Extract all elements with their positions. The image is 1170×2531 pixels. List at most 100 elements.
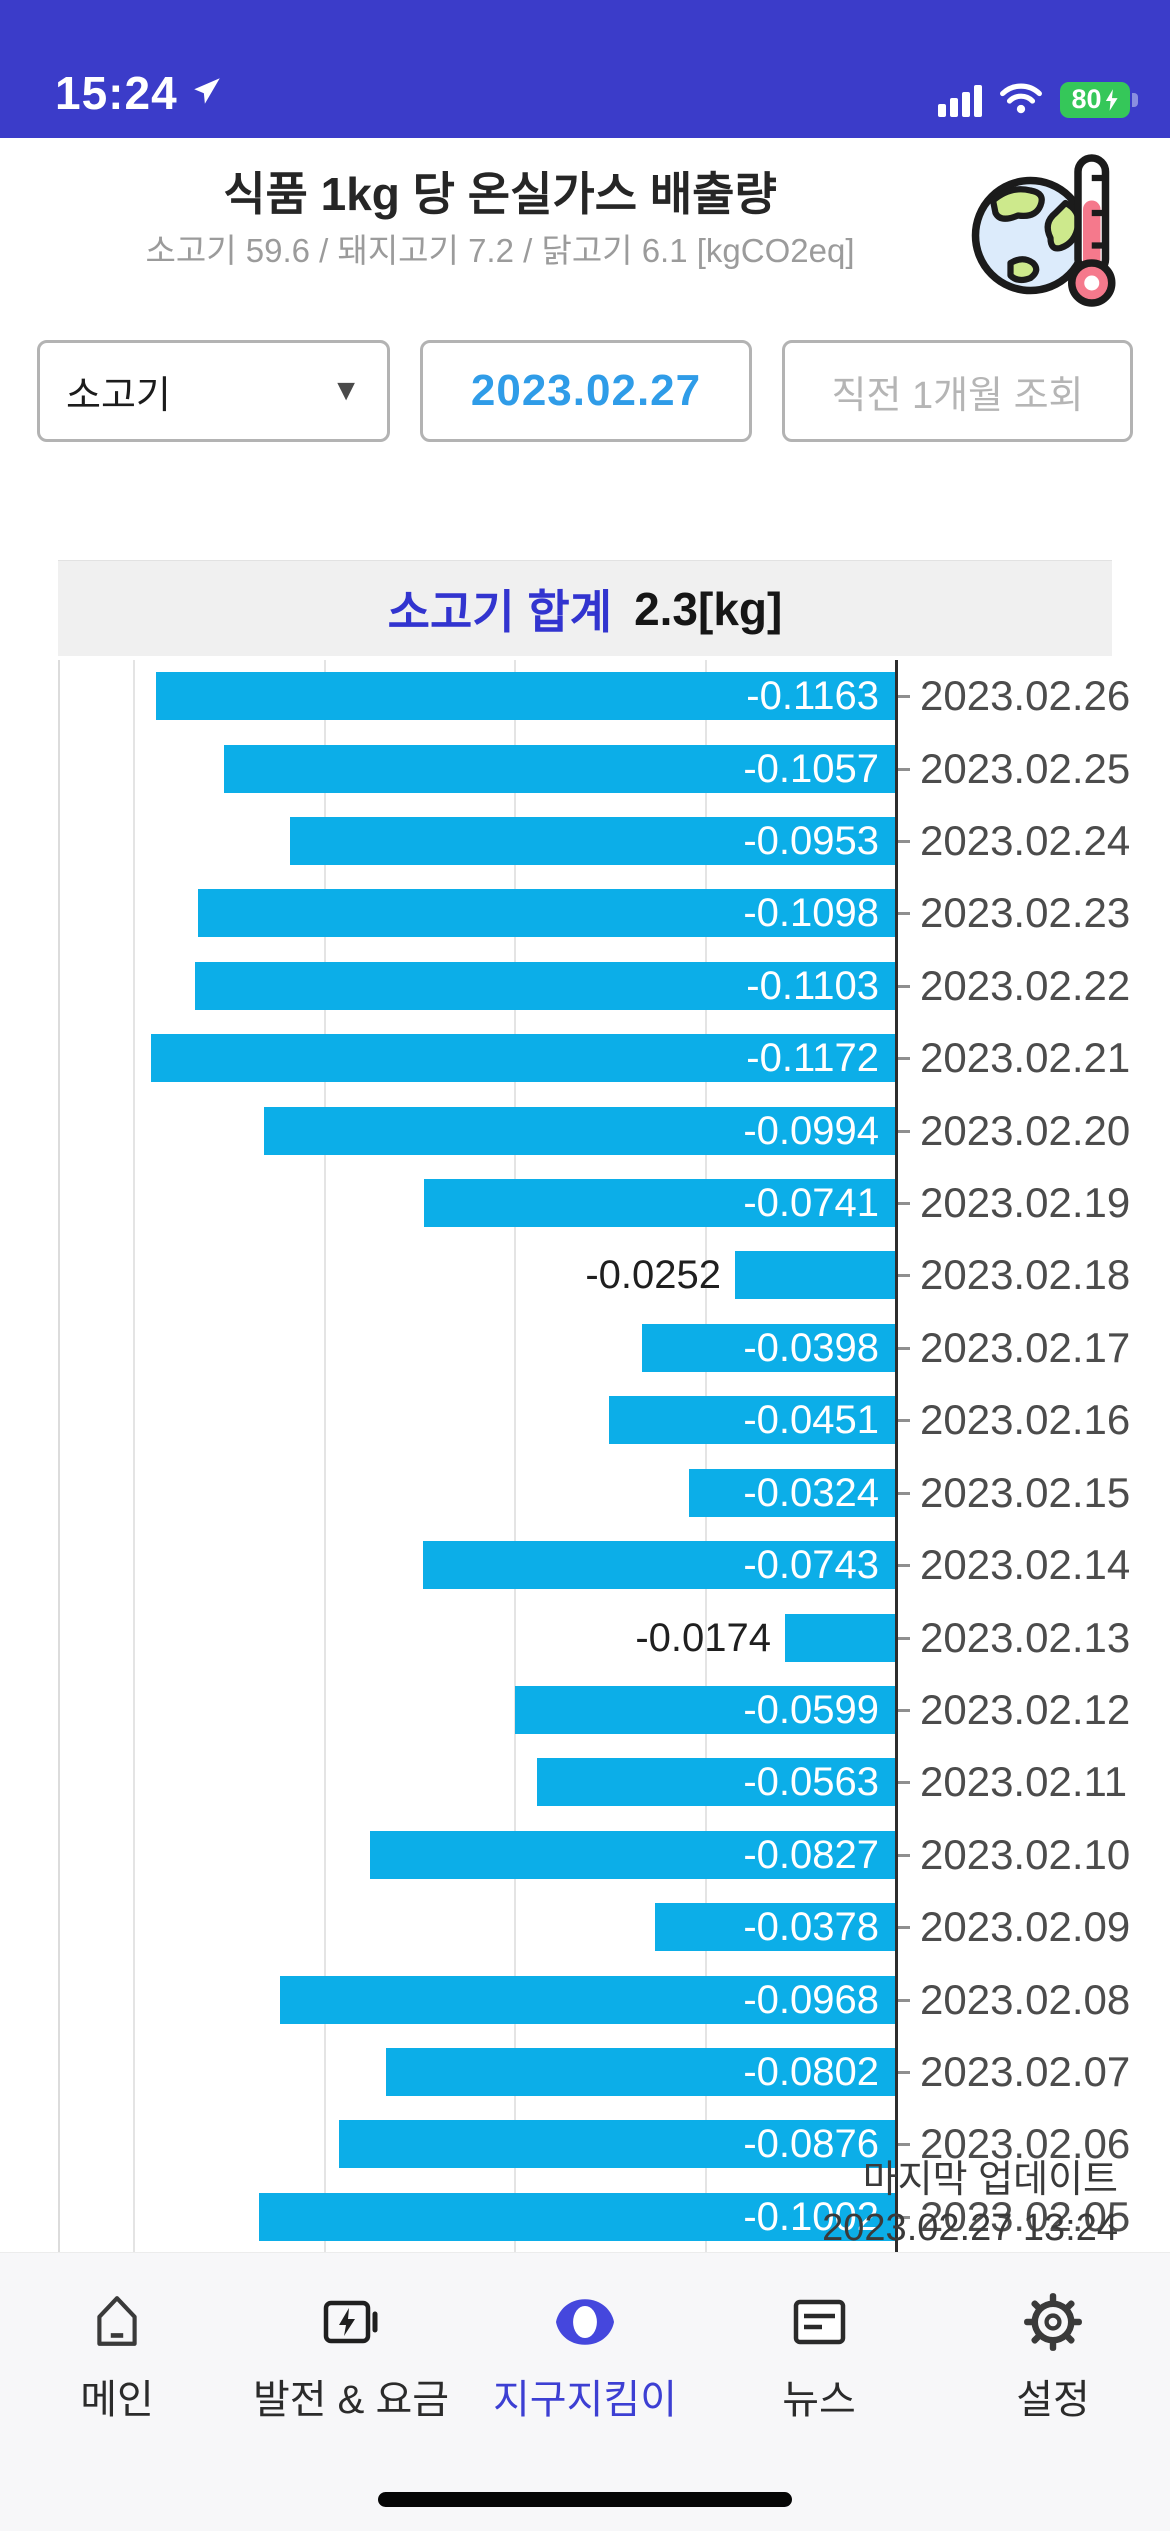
nav-item-active[interactable]: 지구지킴이	[468, 2253, 702, 2531]
axis-tick	[895, 912, 910, 916]
chart-row: -0.0876 2023.02.06	[58, 2108, 1131, 2180]
nav-item-label: 뉴스	[782, 2378, 856, 2422]
bar-value-label: -0.0968	[743, 1977, 879, 2022]
nav-item-1[interactable]: 발전 & 요금	[234, 2253, 468, 2531]
chevron-down-icon: ▼	[331, 374, 361, 407]
chart-row: -0.0802 2023.02.07	[58, 2036, 1131, 2108]
nav-item-4[interactable]: 설정	[936, 2253, 1170, 2531]
chart-bar	[785, 1613, 895, 1662]
chart-bar	[424, 1179, 895, 1228]
date-axis-label: 2023.02.22	[920, 961, 1131, 1009]
chart-row: -0.1098 2023.02.23	[58, 877, 1131, 949]
axis-tick	[895, 1926, 910, 1930]
earth-thermometer-icon	[968, 148, 1118, 313]
last-update-timestamp: 2023.02.27 13:24	[822, 2207, 1118, 2249]
gridline	[133, 660, 135, 2253]
chart-bar	[195, 961, 895, 1010]
bar-value-label: -0.1098	[743, 891, 879, 936]
bar-value-label: -0.1163	[746, 674, 879, 719]
gridline	[323, 660, 326, 2253]
page-subtitle: 소고기 59.6 / 돼지고기 7.2 / 닭고기 6.1 [kgCO2eq]	[145, 232, 855, 269]
chart-row: -0.0451 2023.02.16	[58, 1384, 1130, 1456]
axis-tick	[895, 2215, 910, 2219]
controls-row: 소고기 ▼ 2023.02.27 직전 1개월 조회	[0, 340, 1170, 446]
chart-row: -0.0398 2023.02.17	[58, 1312, 1130, 1384]
date-picker-field[interactable]: 2023.02.27	[420, 340, 752, 442]
gear-icon	[1023, 2291, 1083, 2353]
bar-value-label: -0.0876	[743, 2122, 879, 2167]
axis-tick	[895, 1274, 910, 1278]
battery-percent: 80	[1071, 84, 1102, 114]
summary-label: 소고기 합계	[387, 585, 613, 638]
chart-bar	[642, 1323, 895, 1372]
bar-value-label: -0.0827	[743, 1832, 879, 1877]
axis-tick	[895, 695, 910, 699]
chart-bar	[370, 1830, 895, 1879]
chart-row: -0.0968 2023.02.08	[58, 1963, 1130, 2035]
bar-value-label: -0.1002	[743, 2194, 879, 2239]
status-bar: 15:24 80	[0, 0, 1170, 138]
chart-row: -0.0953 2023.02.24	[58, 805, 1130, 877]
axis-tick	[895, 840, 910, 844]
chart-row: -0.0827 2023.02.10	[58, 1819, 1131, 1891]
axis-tick	[895, 1998, 910, 2002]
chart-bar	[224, 744, 895, 793]
chart-bar	[280, 1975, 895, 2024]
chart-bar	[264, 1106, 895, 1155]
axis-tick	[895, 1564, 910, 1568]
zero-axis-line	[895, 660, 898, 2253]
date-axis-label: 2023.02.25	[920, 744, 1131, 792]
axis-tick	[895, 1057, 910, 1061]
plot-left-border	[58, 660, 60, 2253]
date-axis-label: 2023.02.23	[920, 889, 1131, 937]
axis-tick	[895, 2143, 910, 2147]
date-axis-label: 2023.02.10	[920, 1830, 1131, 1878]
home-icon	[88, 2291, 146, 2353]
chart-bar	[735, 1251, 895, 1300]
chart-row: -0.0252 2023.02.18	[58, 1239, 1131, 1311]
nav-item-3[interactable]: 뉴스	[702, 2253, 936, 2531]
chart-row: -0.1103 2023.02.22	[58, 950, 1131, 1022]
chart-row: -0.0994 2023.02.20	[58, 1094, 1131, 1166]
chart-bar	[423, 1541, 895, 1590]
chart-row: -0.0174 2023.02.13	[58, 1601, 1130, 1673]
date-axis-label: 2023.02.06	[920, 2120, 1131, 2168]
bar-value-label: -0.1103	[746, 963, 879, 1008]
chart-bar	[339, 2120, 895, 2169]
date-axis-label: 2023.02.18	[920, 1251, 1131, 1299]
previous-month-button[interactable]: 직전 1개월 조회	[782, 340, 1133, 442]
chart-bar	[537, 1758, 895, 1807]
battery-bolt-icon	[319, 2291, 383, 2353]
chart-bar	[655, 1903, 895, 1952]
chart-row: -0.1002 2023.02.05	[58, 2181, 1131, 2253]
chart-row: -0.1057 2023.02.25	[58, 732, 1131, 804]
cellular-signal-icon	[938, 83, 982, 117]
axis-tick	[895, 1853, 910, 1857]
chart-row: -0.0599 2023.02.12	[58, 1674, 1130, 1746]
chart-row: -0.0741 2023.02.19	[58, 1167, 1130, 1239]
bar-value-label: -0.0741	[743, 1181, 879, 1226]
food-category-dropdown[interactable]: 소고기 ▼	[37, 340, 390, 442]
home-indicator[interactable]	[378, 2492, 792, 2507]
bar-value-label: -0.0994	[743, 1108, 879, 1153]
date-axis-label: 2023.02.05	[920, 2192, 1131, 2240]
chart-bar	[151, 1034, 895, 1083]
axis-tick	[895, 1346, 910, 1350]
bar-value-label: -0.0802	[743, 2049, 879, 2094]
date-axis-label: 2023.02.07	[920, 2047, 1131, 2095]
chart-row: -0.0324 2023.02.15	[58, 1457, 1130, 1529]
date-axis-label: 2023.02.11	[920, 1758, 1128, 1806]
food-category-value: 소고기	[66, 374, 171, 417]
date-axis-label: 2023.02.20	[920, 1106, 1131, 1154]
bar-value-label: -0.0743	[743, 1543, 879, 1588]
nav-item-0[interactable]: 메인	[0, 2253, 234, 2531]
bar-value-label: -0.0378	[743, 1905, 879, 1950]
bar-value-label: -0.0174	[635, 1615, 771, 1660]
wifi-icon	[998, 79, 1044, 120]
bar-value-label: -0.1172	[746, 1036, 879, 1081]
axis-tick	[895, 1708, 910, 1712]
bar-value-label: -0.0451	[743, 1398, 879, 1443]
previous-month-label: 직전 1개월 조회	[831, 374, 1084, 417]
chart-bar	[198, 889, 895, 938]
